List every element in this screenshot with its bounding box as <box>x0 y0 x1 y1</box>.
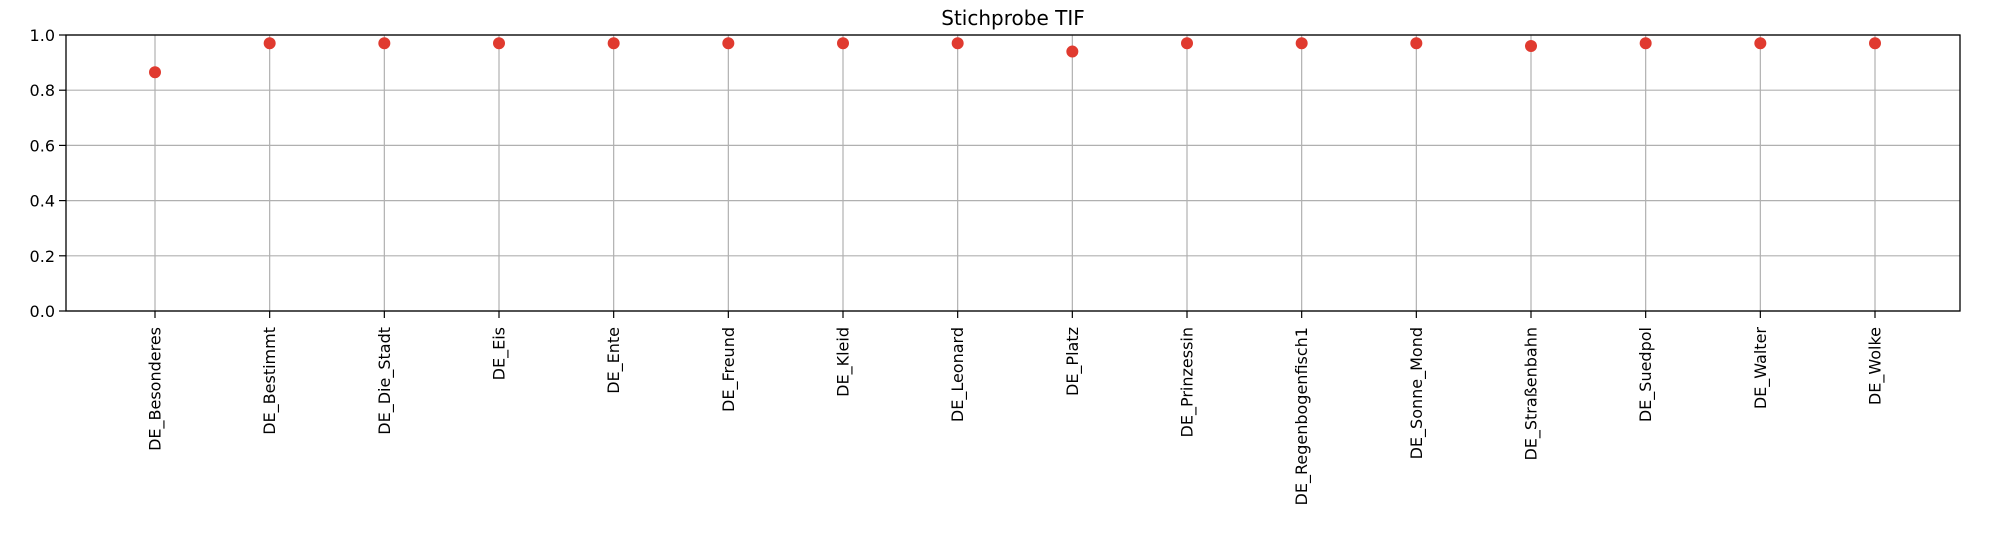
y-tick-label: 1.0 <box>30 26 55 45</box>
data-point <box>837 37 849 50</box>
data-point <box>951 37 964 50</box>
x-tick-label: DE_Die_Stadt <box>375 327 395 435</box>
data-point <box>378 37 391 50</box>
data-point <box>1181 37 1193 50</box>
data-point <box>1869 37 1881 50</box>
data-point <box>263 37 276 50</box>
x-tick-label: DE_Bestimmt <box>260 327 280 435</box>
plot-frame <box>65 34 1961 312</box>
data-point <box>1754 37 1767 50</box>
data-points <box>149 37 1881 79</box>
y-tick-label: 0.0 <box>30 302 55 321</box>
data-point <box>493 37 505 50</box>
data-point <box>149 66 161 79</box>
y-tick-label: 0.2 <box>30 247 55 266</box>
chart-title: Stichprobe TIF <box>941 6 1084 30</box>
data-point <box>1410 37 1423 50</box>
y-tick-label: 0.8 <box>30 81 55 100</box>
x-tick-label: DE_Freund <box>719 327 739 412</box>
x-tick-label: DE_Ente <box>604 327 624 394</box>
x-tick-label: DE_Suedpol <box>1636 327 1656 422</box>
x-tick-label: DE_Wolke <box>1866 327 1886 405</box>
x-tick-label: DE_Eis <box>490 327 510 380</box>
axes: 0.0 0.2 0.4 0.6 0.8 1.0 DE_Besonderes DE_Bestim… <box>30 26 1886 505</box>
x-tick-label: DE_Sonne_Mond <box>1407 327 1427 459</box>
y-tick-label: 0.4 <box>30 192 55 211</box>
data-point <box>1295 37 1308 50</box>
data-point <box>722 37 735 50</box>
x-tick-label: DE_Prinzessin <box>1178 327 1198 437</box>
x-tick-label: DE_Kleid <box>834 327 854 397</box>
data-point <box>1525 40 1537 53</box>
grid <box>66 34 1960 312</box>
data-point <box>1639 37 1652 50</box>
y-tick-label: 0.6 <box>30 136 55 155</box>
x-tick-label: DE_Leonard <box>948 327 968 422</box>
x-tick-label: DE_Platz <box>1063 327 1083 396</box>
x-tick-label: DE_Regenbogenfisch1 <box>1292 327 1312 505</box>
data-point <box>1066 45 1079 58</box>
x-tick-label: DE_Straßenbahn <box>1522 327 1542 461</box>
x-tick-label: DE_Besonderes <box>146 327 166 451</box>
data-point <box>607 37 620 50</box>
x-tick-label: DE_Walter <box>1751 327 1771 410</box>
